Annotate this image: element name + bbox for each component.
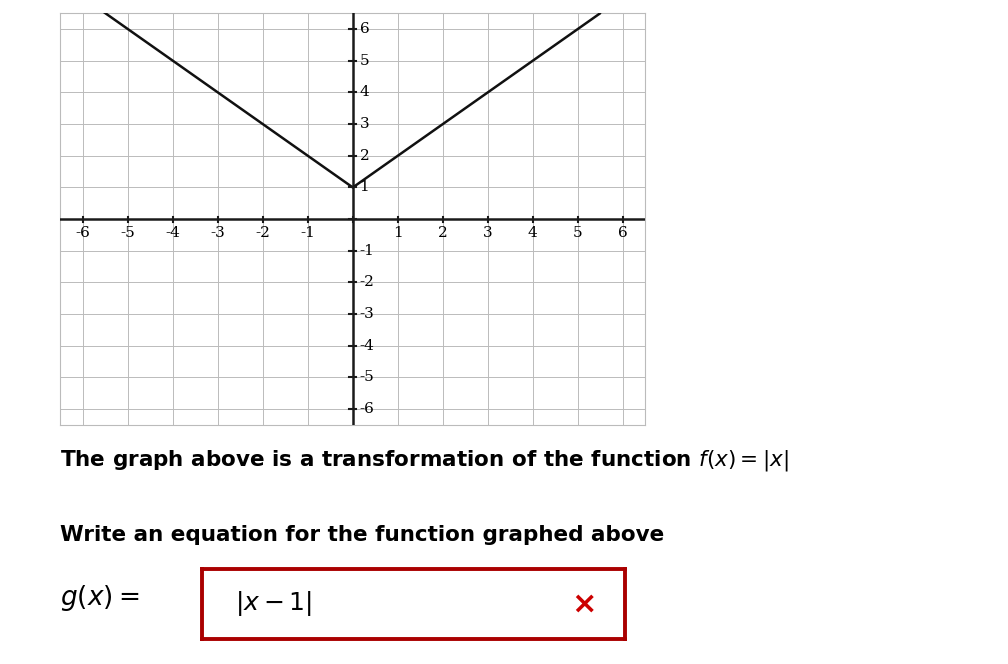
Text: The graph above is a transformation of the function $f(x) = |x|$: The graph above is a transformation of t…	[60, 448, 789, 473]
Text: 1: 1	[393, 226, 402, 240]
Text: -5: -5	[360, 371, 374, 384]
Text: $|x - 1|$: $|x - 1|$	[236, 590, 312, 618]
Text: -3: -3	[211, 226, 225, 240]
Text: 4: 4	[360, 86, 369, 100]
Text: 6: 6	[618, 226, 628, 240]
Text: -5: -5	[121, 226, 135, 240]
Text: 6: 6	[360, 22, 369, 36]
Text: 3: 3	[483, 226, 493, 240]
Text: 2: 2	[437, 226, 448, 240]
Text: -2: -2	[255, 226, 270, 240]
Text: 3: 3	[360, 117, 369, 131]
Text: 4: 4	[528, 226, 537, 240]
Text: -4: -4	[360, 339, 374, 353]
Text: -1: -1	[300, 226, 316, 240]
Text: Write an equation for the function graphed above: Write an equation for the function graph…	[60, 525, 664, 544]
Text: $\mathbf{\times}$: $\mathbf{\times}$	[571, 590, 595, 618]
Text: -1: -1	[360, 244, 374, 258]
Text: 5: 5	[360, 54, 369, 68]
Text: -6: -6	[76, 226, 91, 240]
Text: 5: 5	[573, 226, 583, 240]
Text: -2: -2	[360, 276, 374, 290]
Text: $g(x) =$: $g(x) =$	[60, 582, 140, 613]
Text: -6: -6	[360, 402, 374, 416]
Text: 1: 1	[360, 181, 369, 195]
Text: -4: -4	[165, 226, 180, 240]
Text: -3: -3	[360, 307, 374, 321]
Text: 2: 2	[360, 149, 369, 163]
